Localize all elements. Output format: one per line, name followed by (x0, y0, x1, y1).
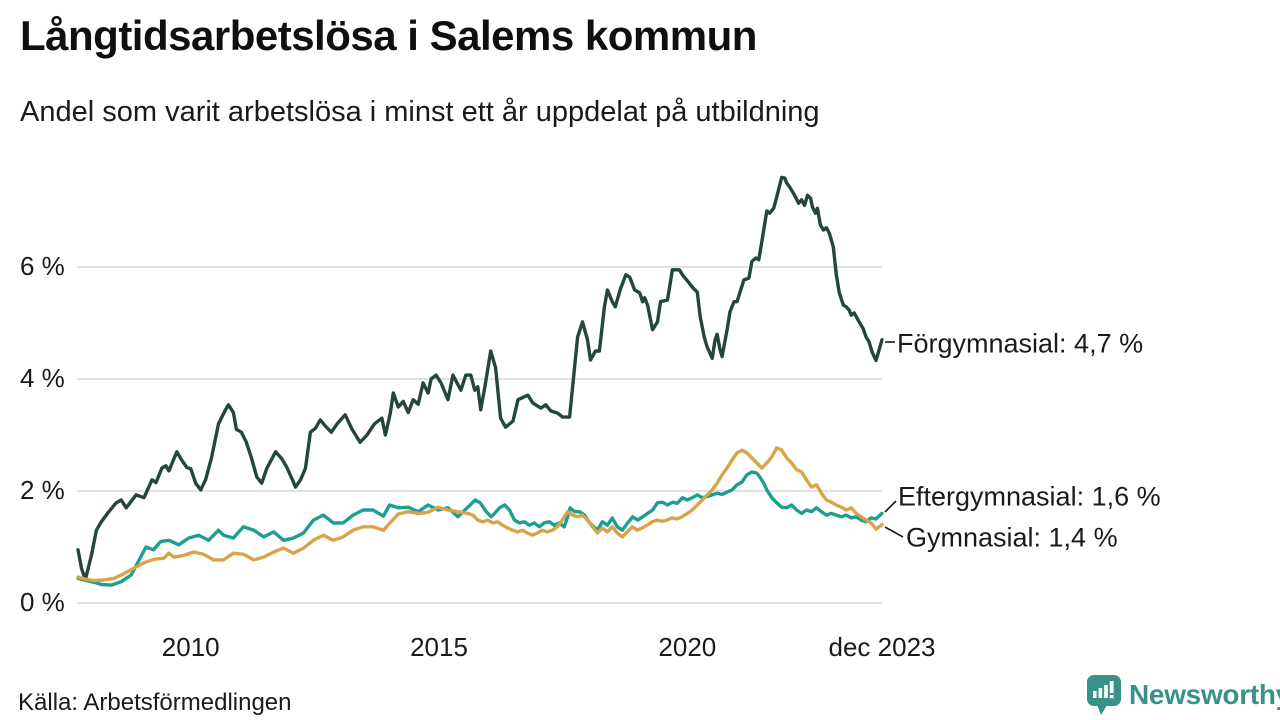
series-line-förgymnasial (76, 175, 884, 582)
page-subtitle: Andel som varit arbetslösa i minst ett å… (20, 96, 820, 128)
series-line-gymnasial (76, 446, 884, 583)
page-title: Långtidsarbetslösa i Salems kommun (20, 12, 757, 59)
label-leader-lines (884, 341, 904, 538)
newsworthy-logo[interactable]: Newsworthy (1086, 674, 1280, 716)
series-label-eftergymnasial: Eftergymnasial: 1,6 % (898, 481, 1161, 512)
newsworthy-logo-text: Newsworthy (1129, 679, 1280, 710)
y-tick-label: 2 % (20, 474, 65, 505)
series-lines (76, 175, 884, 587)
y-tick-label: 4 % (20, 362, 65, 393)
series-line-eftergymnasial (76, 470, 884, 587)
y-tick-label: 6 % (20, 250, 65, 281)
series-label-gymnasial: Gymnasial: 1,4 % (906, 522, 1118, 553)
x-tick-label: 2010 (161, 632, 220, 662)
y-tick-label: 0 % (20, 586, 65, 617)
leader-gymnasial (884, 526, 904, 538)
gridlines (77, 266, 882, 604)
x-tick-label: 2015 (410, 632, 468, 662)
source-attribution: Källa: Arbetsförmedlingen (18, 689, 292, 716)
leader-eftergymnasial (884, 500, 897, 513)
x-tick-label: dec 2023 (828, 632, 936, 662)
newsworthy-logo-icon (1087, 675, 1121, 715)
x-tick-label: 2020 (658, 632, 717, 662)
series-label-forgymnasial: Förgymnasial: 4,7 % (897, 328, 1144, 359)
